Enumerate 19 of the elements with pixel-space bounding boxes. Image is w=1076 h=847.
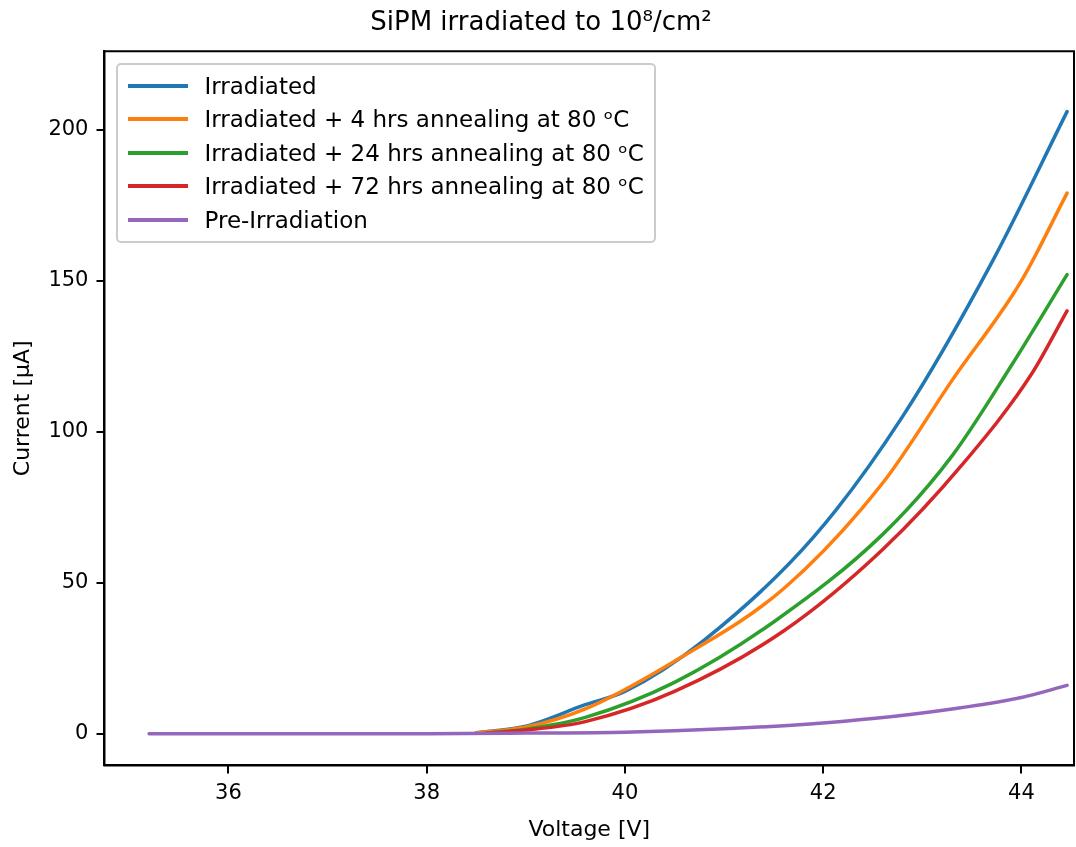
y-tick-label: 50	[61, 569, 89, 594]
x-tick-label: 42	[809, 780, 837, 805]
x-tick-label: 36	[215, 780, 242, 805]
legend-label: Irradiated + 24 hrs annealing at 80 ᵒC	[204, 139, 644, 166]
y-tick-label: 150	[48, 267, 89, 292]
legend-label: Irradiated	[204, 72, 317, 99]
legend-label: Pre-Irradiation	[204, 206, 368, 233]
y-tick-label: 200	[48, 116, 89, 141]
x-axis-title: Voltage [V]	[528, 815, 651, 841]
y-tick-label: 100	[48, 418, 89, 443]
y-tick-label: 0	[75, 720, 89, 745]
chart-title: SiPM irradiated to 10⁸/cm²	[370, 6, 712, 37]
y-axis-title: Current [μA]	[8, 340, 34, 477]
legend-label: Irradiated + 72 hrs annealing at 80 ᵒC	[204, 173, 644, 200]
x-tick-label: 40	[611, 780, 639, 805]
line-series	[147, 683, 1069, 736]
x-tick-label: 38	[413, 780, 441, 805]
legend-label: Irradiated + 4 hrs annealing at 80 ᵒC	[204, 106, 630, 133]
x-tick-label: 44	[1008, 780, 1035, 805]
